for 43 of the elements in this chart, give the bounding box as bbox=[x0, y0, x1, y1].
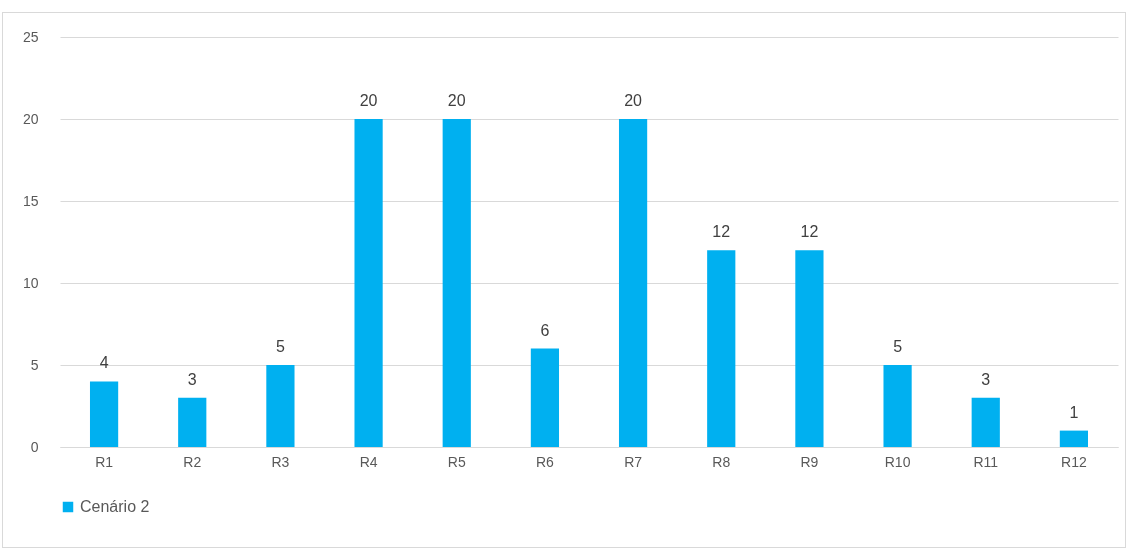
y-tick-label: 25 bbox=[22, 28, 39, 45]
data-label: 12 bbox=[712, 223, 731, 241]
y-tick-label: 0 bbox=[30, 438, 39, 455]
legend-label: Cenário 2 bbox=[80, 498, 150, 515]
y-tick-label: 15 bbox=[22, 192, 39, 209]
data-label: 3 bbox=[187, 370, 197, 388]
x-tick-label: R11 bbox=[973, 453, 999, 470]
x-tick-label: R2 bbox=[183, 453, 202, 470]
data-label: 5 bbox=[893, 338, 903, 355]
bar bbox=[1059, 430, 1089, 447]
x-tick-label: R9 bbox=[800, 453, 819, 470]
data-label: 4 bbox=[99, 354, 109, 372]
data-label: 12 bbox=[800, 223, 819, 241]
data-label: 20 bbox=[624, 92, 643, 109]
data-label: 5 bbox=[275, 338, 285, 355]
x-tick-label: R4 bbox=[359, 453, 378, 470]
x-tick-label: R5 bbox=[447, 453, 466, 470]
data-label: 20 bbox=[359, 92, 378, 109]
bar bbox=[530, 348, 560, 447]
y-tick-label: 10 bbox=[22, 274, 39, 291]
bar bbox=[354, 119, 383, 447]
y-tick-label: 20 bbox=[22, 110, 39, 127]
x-tick-label: R8 bbox=[712, 453, 731, 470]
x-tick-label: R3 bbox=[271, 453, 290, 470]
bar bbox=[178, 397, 207, 447]
x-tick-label: R12 bbox=[1061, 453, 1087, 470]
bar bbox=[971, 397, 1000, 447]
bar bbox=[795, 250, 824, 447]
data-label: 1 bbox=[1069, 403, 1079, 421]
bar bbox=[883, 365, 912, 447]
data-label: 20 bbox=[447, 92, 466, 109]
bar bbox=[266, 365, 295, 447]
x-tick-label: R6 bbox=[535, 453, 555, 470]
bar bbox=[618, 119, 648, 447]
bar bbox=[442, 119, 471, 447]
data-label: 6 bbox=[540, 321, 550, 339]
x-tick-label: R7 bbox=[624, 453, 643, 470]
x-tick-label: R10 bbox=[884, 453, 911, 470]
bar bbox=[89, 381, 119, 447]
x-tick-label: R1 bbox=[95, 453, 114, 470]
bar bbox=[707, 250, 736, 447]
data-label: 3 bbox=[981, 370, 991, 388]
y-tick-label: 5 bbox=[30, 356, 39, 373]
